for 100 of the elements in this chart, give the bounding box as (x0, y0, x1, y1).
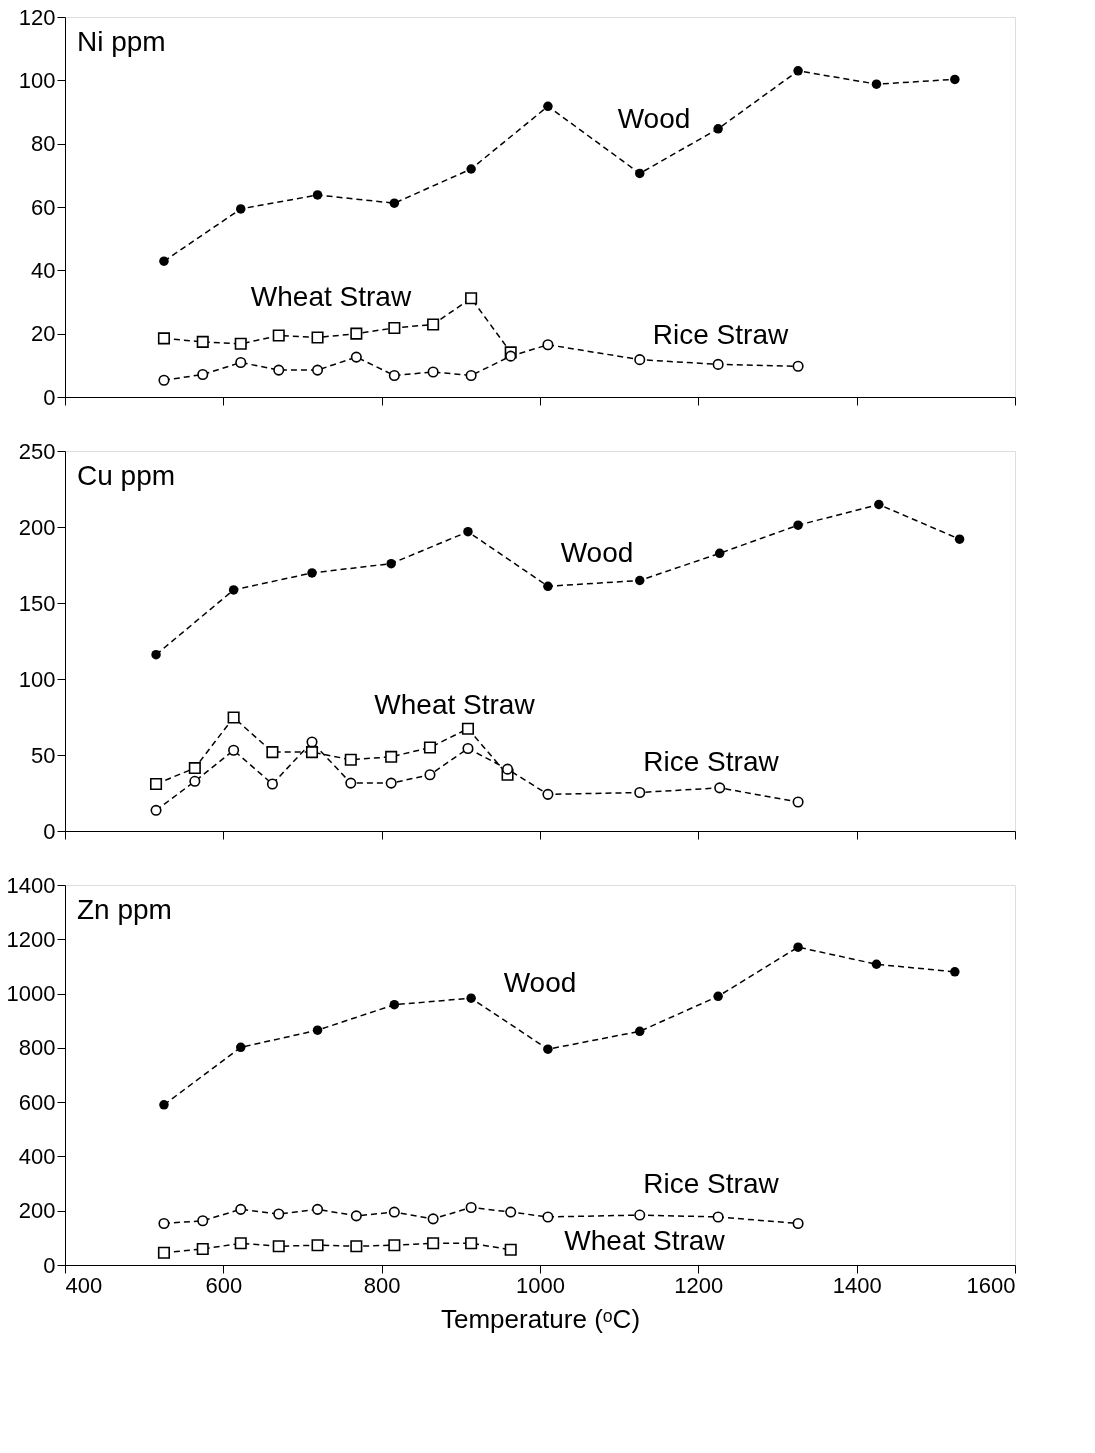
point (188, 762, 201, 775)
point (466, 164, 476, 174)
point (635, 575, 645, 586)
point (461, 722, 474, 735)
point (874, 499, 884, 510)
point (236, 204, 246, 214)
point (235, 356, 247, 369)
y-tick-label: 100 (18, 666, 56, 692)
annotation: Wheat Straw (250, 281, 412, 313)
point (423, 741, 436, 754)
point (427, 366, 439, 378)
x-tick-label: 1600 (966, 1272, 1016, 1298)
point (712, 358, 724, 370)
point (159, 256, 169, 266)
point (306, 736, 318, 748)
y-tick-label: 120 (18, 4, 56, 30)
point (197, 368, 209, 381)
point (634, 354, 646, 366)
point (713, 124, 723, 134)
annotation: Rice Straw (652, 319, 789, 351)
x-tick-label: 800 (363, 1272, 401, 1298)
point (465, 292, 478, 305)
point (272, 329, 285, 342)
point (502, 763, 514, 775)
y-tick-label: 1400 (6, 872, 56, 898)
point (196, 335, 209, 348)
annotation: Wheat Straw (374, 688, 536, 720)
y-tick-label: 50 (31, 742, 56, 768)
point (424, 769, 436, 781)
point (151, 649, 161, 660)
chart-title: Zn ppm (77, 894, 172, 925)
point (465, 369, 477, 381)
point (714, 548, 725, 559)
point (273, 364, 285, 376)
point (385, 777, 397, 789)
y-tick-label: 150 (18, 590, 56, 616)
y-tick-label: 600 (18, 1089, 56, 1115)
y-tick-label: 800 (18, 1035, 56, 1061)
y-tick-label: 0 (43, 818, 56, 844)
point (427, 318, 440, 331)
x-tick-label: 1200 (674, 1272, 724, 1298)
point (312, 364, 324, 376)
point (311, 331, 324, 344)
point (793, 66, 803, 76)
point (714, 782, 726, 794)
point (386, 558, 396, 569)
point (228, 744, 240, 756)
point (344, 753, 357, 766)
point (305, 746, 319, 759)
x-axis-title: Temperature (ᵒC) (440, 1303, 641, 1334)
point (307, 568, 317, 578)
annotation: Wood (560, 536, 634, 568)
point (345, 777, 357, 789)
y-tick-label: 20 (31, 321, 56, 347)
y-tick-label: 0 (43, 384, 56, 410)
point (228, 585, 239, 595)
annotation: Wheat Straw (564, 1225, 726, 1257)
point (793, 520, 803, 530)
point (543, 101, 553, 112)
annotation: Rice Straw (643, 1168, 780, 1200)
x-tick-label: 600 (205, 1272, 243, 1298)
x-tick-label: 1000 (516, 1272, 565, 1298)
point (871, 79, 882, 89)
point (312, 190, 323, 200)
point (150, 804, 162, 816)
point (950, 74, 960, 85)
y-tick-label: 80 (31, 131, 56, 157)
point (350, 351, 362, 363)
point (462, 742, 474, 754)
point (234, 337, 247, 350)
x-tick-label: 400 (65, 1272, 103, 1298)
point (635, 168, 645, 179)
point (792, 360, 804, 372)
point (388, 321, 401, 335)
point (543, 581, 553, 592)
point (157, 332, 170, 345)
point (189, 775, 201, 787)
point (634, 787, 646, 799)
x-tick-label: 1400 (832, 1272, 882, 1298)
y-tick-label: 100 (18, 67, 56, 93)
annotation: Wood (503, 966, 577, 998)
point (389, 198, 400, 208)
point (792, 796, 804, 808)
point (542, 339, 554, 351)
point (385, 750, 398, 763)
y-tick-label: 1200 (6, 926, 56, 952)
point (158, 374, 170, 386)
y-tick-label: 60 (31, 194, 56, 220)
annotation: Wood (617, 102, 691, 134)
y-tick-label: 200 (18, 1198, 56, 1224)
y-tick-label: 200 (18, 514, 56, 540)
y-tick-label: 40 (31, 257, 56, 283)
point (542, 788, 554, 800)
chart-title: Cu ppm (77, 460, 176, 491)
point (266, 746, 279, 759)
point (266, 778, 278, 790)
point (505, 350, 517, 362)
y-tick-label: 1000 (6, 981, 56, 1007)
annotation: Rice Straw (643, 745, 780, 777)
point (463, 526, 473, 537)
